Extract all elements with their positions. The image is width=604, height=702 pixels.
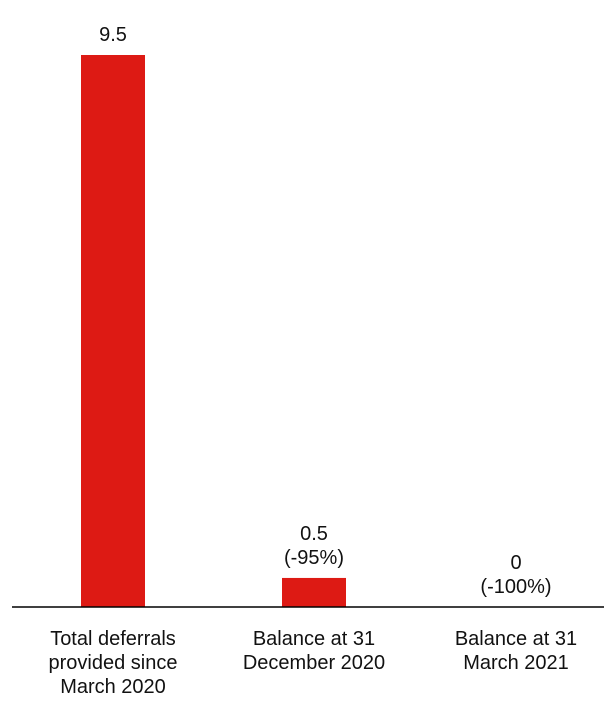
category-label-1-line-3: March 2020: [60, 676, 166, 698]
category-label-2-line-2: December 2020: [243, 652, 385, 674]
bar-1: [81, 55, 145, 607]
data-label-3-line-2: (-100%): [480, 576, 551, 598]
data-label-2-line-2: (-95%): [284, 547, 344, 569]
category-label-3-line-2: March 2021: [463, 652, 569, 674]
value-labels-group: 9.5 0.5(-95%) 0(-100%): [99, 24, 551, 598]
data-label-2-line-1: 0.5: [300, 523, 328, 545]
category-label-1-line-2: provided since: [49, 652, 178, 674]
data-label-3-line-1: 0: [510, 552, 521, 574]
category-label-1-line-1: Total deferrals: [50, 628, 176, 650]
bar-2: [282, 577, 346, 607]
data-label-1-line-1: 9.5: [99, 24, 127, 46]
category-label-3-line-1: Balance at 31: [455, 628, 577, 650]
category-label-2-line-1: Balance at 31: [253, 628, 375, 650]
bars-group: [81, 55, 346, 607]
